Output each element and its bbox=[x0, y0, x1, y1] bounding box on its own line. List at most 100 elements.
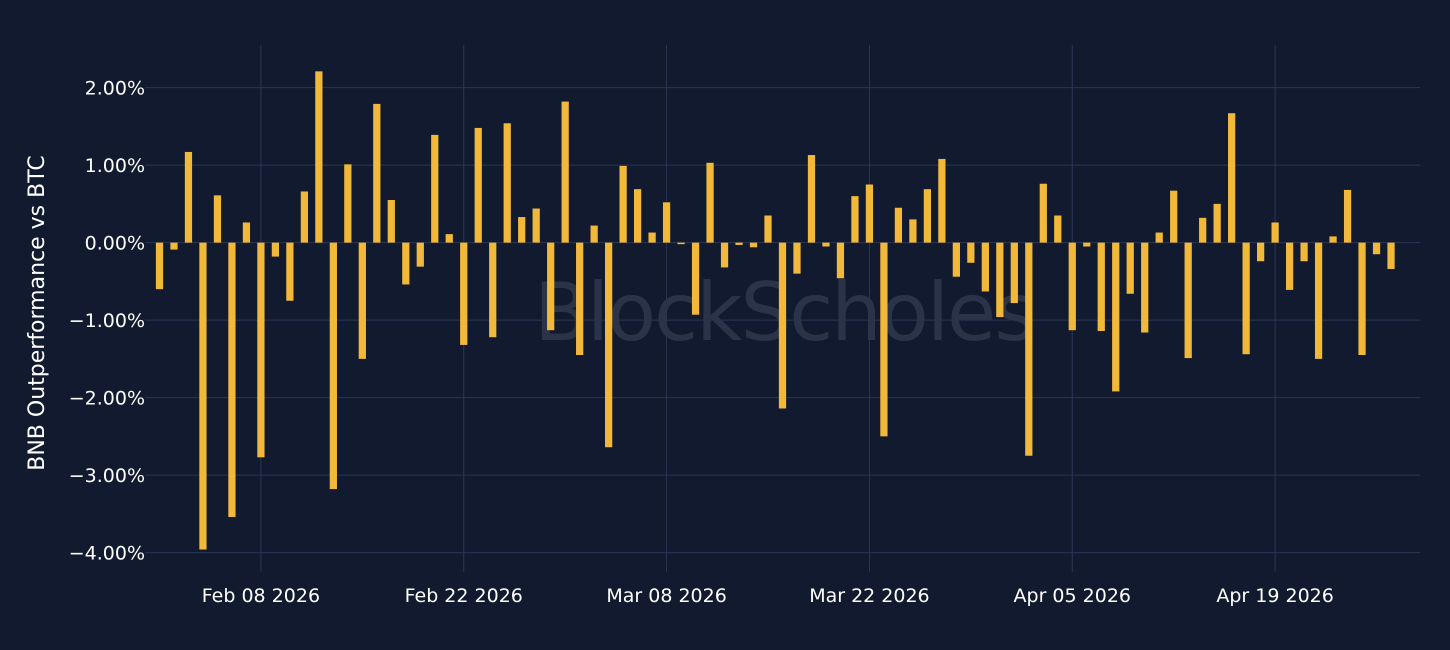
x-tick-labels: Feb 08 2026 Feb 22 2026 Mar 08 2026 Mar 22 … bbox=[202, 585, 1334, 607]
bar bbox=[865, 184, 874, 243]
bar bbox=[213, 195, 222, 243]
bar bbox=[619, 165, 627, 243]
y-tick-label: −2.00% bbox=[69, 388, 145, 410]
bar bbox=[329, 242, 337, 490]
y-tick-label: 1.00% bbox=[85, 155, 145, 177]
bar bbox=[1039, 183, 1047, 243]
bar bbox=[373, 103, 381, 243]
bar bbox=[822, 242, 830, 247]
bar bbox=[228, 242, 236, 517]
y-tick-label: −3.00% bbox=[69, 465, 145, 487]
bar bbox=[1010, 242, 1018, 304]
bar bbox=[1213, 203, 1221, 243]
bar bbox=[1300, 242, 1308, 262]
bar bbox=[416, 242, 424, 267]
bar bbox=[286, 242, 294, 301]
bar bbox=[1068, 242, 1076, 331]
x-tick-label: Mar 08 2026 bbox=[606, 585, 726, 607]
bar bbox=[894, 207, 903, 243]
bar bbox=[358, 242, 366, 359]
bar bbox=[1170, 190, 1178, 243]
bar bbox=[300, 191, 308, 243]
bar bbox=[880, 242, 888, 437]
bar bbox=[677, 242, 685, 245]
bar bbox=[1199, 217, 1207, 243]
bar bbox=[1054, 215, 1062, 243]
bar bbox=[344, 164, 352, 243]
bar bbox=[561, 101, 569, 243]
bar bbox=[1184, 242, 1192, 359]
bar bbox=[315, 71, 323, 243]
bar bbox=[851, 196, 859, 243]
bar bbox=[1372, 242, 1381, 255]
bar bbox=[1097, 242, 1105, 331]
bar bbox=[489, 242, 497, 338]
bar bbox=[155, 242, 164, 290]
bar bbox=[184, 151, 193, 243]
bar bbox=[981, 242, 989, 292]
bar bbox=[938, 158, 946, 243]
bar bbox=[923, 189, 932, 243]
bar bbox=[387, 200, 395, 243]
bar bbox=[633, 189, 642, 243]
x-tick-label: Feb 22 2026 bbox=[405, 585, 523, 607]
bar bbox=[1112, 242, 1120, 392]
x-tick-label: Apr 19 2026 bbox=[1216, 585, 1333, 607]
bar bbox=[590, 225, 598, 243]
y-tick-label: −1.00% bbox=[69, 310, 145, 332]
bar bbox=[503, 123, 511, 243]
bar bbox=[518, 217, 526, 243]
bar bbox=[1228, 113, 1236, 243]
bar bbox=[996, 242, 1004, 318]
bar bbox=[952, 242, 960, 277]
bar bbox=[720, 242, 729, 268]
bar bbox=[271, 242, 280, 257]
bar bbox=[735, 242, 743, 245]
bar bbox=[691, 242, 700, 315]
x-tick-label: Feb 08 2026 bbox=[202, 585, 320, 607]
bar bbox=[1387, 242, 1395, 269]
bar bbox=[1126, 242, 1134, 294]
bar bbox=[1314, 242, 1323, 359]
bar bbox=[474, 127, 482, 243]
bar bbox=[1358, 242, 1366, 355]
x-tick-label: Mar 22 2026 bbox=[809, 585, 929, 607]
bar bbox=[764, 215, 772, 243]
bar bbox=[199, 242, 207, 550]
bar bbox=[242, 222, 251, 243]
bar bbox=[170, 242, 178, 250]
bar bbox=[793, 242, 801, 274]
y-tick-label: −4.00% bbox=[69, 543, 145, 565]
bar bbox=[1025, 242, 1033, 456]
bar bbox=[909, 219, 917, 243]
bar bbox=[967, 242, 975, 263]
bar bbox=[1329, 236, 1337, 243]
bar bbox=[1271, 222, 1279, 243]
bar bbox=[1257, 242, 1265, 262]
bar bbox=[749, 242, 758, 248]
bars bbox=[155, 71, 1395, 550]
bar bbox=[445, 234, 453, 243]
bar bbox=[662, 202, 671, 243]
bar bbox=[706, 162, 714, 243]
y-axis-title: BNB Outperformance vs BTC bbox=[25, 155, 50, 471]
x-tick-label: Apr 05 2026 bbox=[1014, 585, 1131, 607]
bar bbox=[547, 242, 555, 331]
bar bbox=[1285, 242, 1294, 290]
bar bbox=[605, 242, 613, 448]
bar bbox=[431, 134, 439, 243]
bar bbox=[1242, 242, 1250, 355]
y-tick-label: 2.00% bbox=[85, 78, 145, 100]
bar bbox=[648, 232, 656, 243]
bar bbox=[460, 242, 468, 345]
bar bbox=[576, 242, 584, 355]
bar bbox=[778, 242, 787, 409]
bar bbox=[807, 155, 816, 243]
bar bbox=[1083, 242, 1091, 247]
bar bbox=[532, 208, 540, 243]
y-tick-labels: 2.00% 1.00% 0.00% −1.00% −2.00% −3.00% −4.00% bbox=[69, 78, 145, 565]
bar bbox=[402, 242, 410, 285]
